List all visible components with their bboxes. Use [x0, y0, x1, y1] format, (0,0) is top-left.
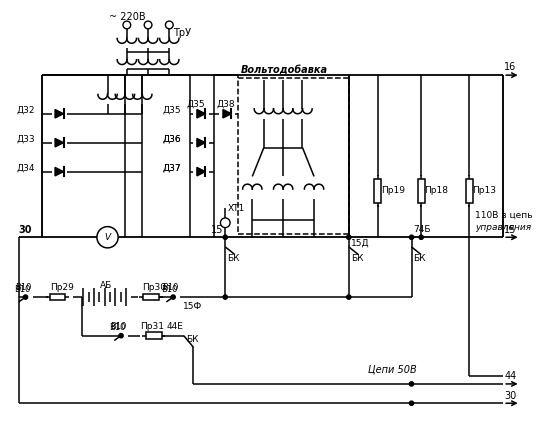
Polygon shape: [55, 168, 64, 176]
Circle shape: [409, 401, 414, 405]
Text: 74Б: 74Б: [413, 225, 431, 234]
Text: В10: В10: [110, 322, 127, 330]
Text: Д35: Д35: [187, 100, 205, 109]
Text: В10: В10: [110, 323, 126, 333]
Text: 30: 30: [504, 391, 516, 401]
Text: 44: 44: [504, 371, 516, 381]
Text: 15: 15: [504, 225, 516, 235]
Bar: [374, 179, 381, 203]
Text: 15: 15: [211, 225, 223, 235]
Circle shape: [220, 218, 230, 228]
Circle shape: [119, 333, 123, 338]
Text: Пр31: Пр31: [140, 322, 165, 330]
Text: В10: В10: [162, 283, 179, 292]
Circle shape: [419, 235, 424, 239]
Polygon shape: [197, 110, 205, 118]
Text: Пр29: Пр29: [49, 283, 73, 292]
Text: 110В в цепь: 110В в цепь: [475, 210, 533, 220]
Text: Д36: Д36: [162, 134, 181, 143]
Text: БК: БК: [413, 254, 426, 263]
Text: ~ 220В: ~ 220В: [110, 12, 146, 22]
Text: 44Е: 44Е: [166, 322, 184, 330]
Circle shape: [223, 235, 228, 239]
Polygon shape: [197, 168, 205, 176]
Text: Пр13: Пр13: [472, 187, 496, 195]
Bar: [146, 332, 162, 339]
Text: 30: 30: [19, 225, 32, 235]
Polygon shape: [55, 110, 64, 118]
Polygon shape: [55, 139, 64, 147]
Circle shape: [171, 295, 175, 299]
Text: Пр18: Пр18: [424, 187, 448, 195]
Text: 15Ф: 15Ф: [183, 302, 202, 311]
Bar: [143, 294, 159, 301]
Circle shape: [409, 382, 414, 386]
Polygon shape: [223, 110, 231, 118]
Circle shape: [223, 295, 228, 299]
Text: В10: В10: [14, 285, 30, 294]
Text: V: V: [104, 233, 111, 242]
Text: ТрУ: ТрУ: [173, 28, 191, 38]
Text: Д36: Д36: [162, 134, 181, 143]
Text: Д35: Д35: [162, 105, 181, 114]
Text: 15Д: 15Д: [351, 239, 369, 248]
Polygon shape: [197, 139, 205, 147]
Circle shape: [144, 21, 152, 29]
Bar: [238, 78, 349, 234]
Text: 16: 16: [504, 62, 516, 72]
Circle shape: [123, 21, 131, 29]
Text: Д33: Д33: [17, 134, 35, 143]
Text: БК: БК: [186, 335, 198, 344]
Bar: [466, 179, 473, 203]
Text: В10: В10: [162, 285, 178, 294]
Bar: [49, 294, 65, 301]
Circle shape: [97, 226, 118, 248]
Text: Вольтодобавка: Вольтодобавка: [241, 65, 328, 75]
Text: Д38: Д38: [217, 100, 235, 109]
Text: БК: БК: [351, 254, 363, 263]
Text: Д37: Д37: [162, 163, 181, 172]
Circle shape: [166, 21, 173, 29]
Text: ХТ1: ХТ1: [228, 204, 245, 213]
Text: Д34: Д34: [17, 163, 35, 172]
Text: управления: управления: [475, 223, 532, 232]
Text: Цепи 50В: Цепи 50В: [368, 365, 417, 375]
Text: Д32: Д32: [17, 105, 35, 114]
Text: В10: В10: [15, 283, 31, 292]
Text: Пр30: Пр30: [142, 283, 166, 292]
Text: Д37: Д37: [162, 163, 181, 172]
Circle shape: [409, 235, 414, 239]
Circle shape: [346, 295, 351, 299]
Text: АБ: АБ: [100, 281, 112, 290]
Circle shape: [346, 235, 351, 239]
Bar: [418, 179, 425, 203]
Circle shape: [23, 295, 28, 299]
Text: Пр19: Пр19: [381, 187, 405, 195]
Text: БК: БК: [227, 254, 239, 263]
